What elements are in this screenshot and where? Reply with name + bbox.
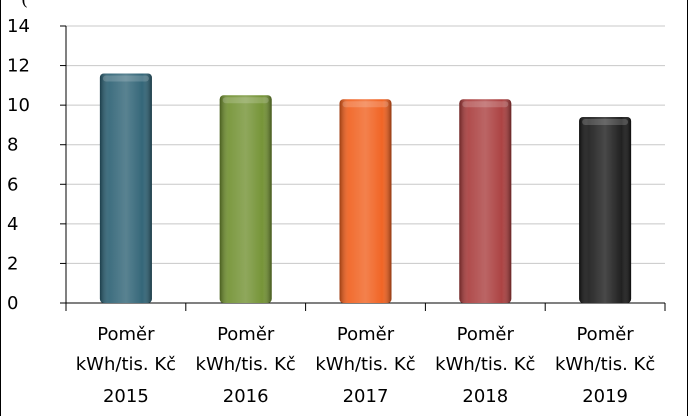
y-tick-label: 6 — [7, 174, 18, 195]
x-category-label: Poměr — [457, 324, 515, 345]
y-tick-label: 8 — [7, 135, 18, 156]
x-category-label: 2016 — [223, 386, 269, 407]
x-category-label: Poměr — [97, 324, 155, 345]
y-tick-label: 14 — [7, 16, 30, 37]
x-category-label: Poměr — [337, 324, 395, 345]
bars — [99, 73, 632, 303]
x-axis-categories: Poměr kWh/tis. Kč 2015 Poměr kWh/tis. Kč 2016… — [76, 324, 655, 407]
y-tick-label: 2 — [7, 253, 18, 274]
bar-2017 — [339, 99, 392, 303]
x-category-label: Poměr — [217, 324, 275, 345]
x-category-label: kWh/tis. Kč — [555, 354, 655, 375]
x-category-label: 2015 — [103, 386, 149, 407]
x-category-label: 2018 — [462, 386, 508, 407]
x-category-label: kWh/tis. Kč — [315, 354, 415, 375]
y-tick-label: 10 — [7, 95, 30, 116]
y-tick-label: 4 — [7, 214, 18, 235]
chart-title-fragment: ( — [21, 0, 28, 10]
x-category-label: 2017 — [343, 386, 389, 407]
x-category-label: kWh/tis. Kč — [76, 354, 176, 375]
x-category-label: kWh/tis. Kč — [196, 354, 296, 375]
bar-2016 — [219, 95, 272, 303]
y-axis-ticks: 0 2 4 6 8 10 12 14 — [7, 16, 66, 314]
bar-2018 — [459, 99, 512, 303]
x-category-label: Poměr — [576, 324, 634, 345]
y-tick-label: 12 — [7, 56, 30, 77]
y-tick-label: 0 — [7, 293, 18, 314]
x-category-label: kWh/tis. Kč — [435, 354, 535, 375]
bar-2015 — [99, 73, 152, 303]
x-category-label: 2019 — [582, 386, 628, 407]
bar-2019 — [579, 117, 632, 303]
